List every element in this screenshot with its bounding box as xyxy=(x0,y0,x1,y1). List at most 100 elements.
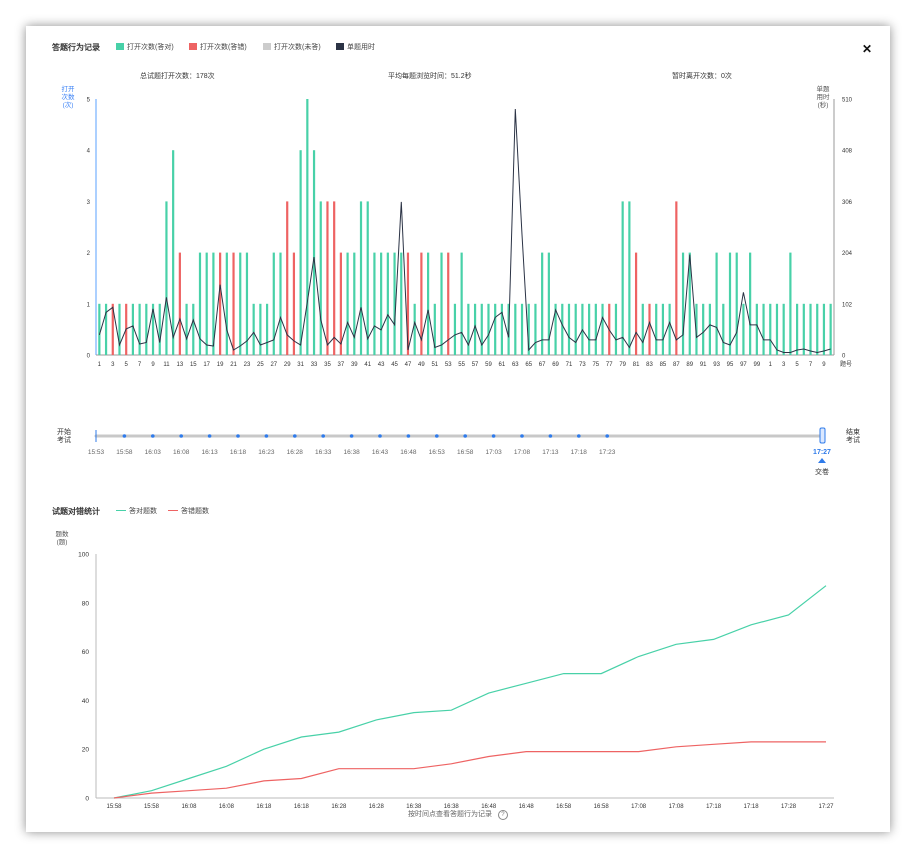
x-tick-label: 7 xyxy=(138,362,142,368)
x-tick-label: 5 xyxy=(795,362,799,368)
x-axis-name: 题号 xyxy=(840,361,852,368)
open-count-bar xyxy=(500,303,503,355)
legend-swatch xyxy=(116,43,124,50)
x-tick-label: 15:58 xyxy=(106,804,122,810)
x-tick-label: 21 xyxy=(230,362,237,368)
close-icon[interactable]: ✕ xyxy=(862,42,873,56)
open-count-bar xyxy=(373,252,376,355)
x-tick-label: 17:08 xyxy=(631,804,647,810)
open-count-bar xyxy=(755,303,758,355)
left-tick-label: 3 xyxy=(87,200,91,206)
x-tick-label: 16:58 xyxy=(594,804,610,810)
open-count-bar xyxy=(520,303,524,355)
open-count-bar xyxy=(614,303,618,355)
open-count-bar xyxy=(245,252,249,355)
x-tick-label: 41 xyxy=(364,362,371,368)
x-tick-label: 9 xyxy=(151,362,155,368)
open-count-bar xyxy=(306,99,309,355)
x-tick-label: 55 xyxy=(458,362,465,368)
open-count-bar xyxy=(239,252,242,355)
legend-item[interactable]: 打开次数(答对) xyxy=(116,42,174,52)
timeline-tick-label: 16:38 xyxy=(343,449,360,456)
timeline-end-handle xyxy=(819,427,826,444)
open-count-bar xyxy=(809,303,812,355)
open-count-bar xyxy=(440,252,443,355)
x-tick-label: 25 xyxy=(257,362,264,368)
open-count-bar xyxy=(715,252,718,355)
legend-item[interactable]: 答错题数 xyxy=(168,506,209,516)
x-tick-label: 79 xyxy=(619,362,626,368)
open-count-bar xyxy=(286,201,289,355)
open-count-bar xyxy=(393,252,396,355)
correctness-chart-title: 试题对错统计 xyxy=(52,507,100,516)
open-count-bar xyxy=(628,201,631,355)
open-count-bar xyxy=(259,303,262,355)
legend-label: 打开次数(答对) xyxy=(127,44,174,51)
open-count-bar xyxy=(561,303,564,355)
open-count-bar xyxy=(695,303,698,355)
x-tick-label: 17:08 xyxy=(669,804,685,810)
x-tick-label: 16:38 xyxy=(406,804,422,810)
y-tick-label: 0 xyxy=(85,796,89,803)
x-tick-label: 15 xyxy=(190,362,197,368)
timeline-point xyxy=(491,434,496,438)
legend-item[interactable]: 打开次数(未答) xyxy=(263,42,321,52)
x-tick-label: 59 xyxy=(485,362,492,368)
x-tick-label: 99 xyxy=(754,362,761,368)
timeline-point xyxy=(293,434,297,438)
legend-item[interactable]: 答对题数 xyxy=(116,506,157,516)
behavior-modal: 答题行为记录 打开次数(答对) 打开次数(答错) 打开次数(未答) 单题用时 ✕ 总试… xyxy=(26,26,890,832)
timeline-tick-label: 16:58 xyxy=(457,449,474,456)
x-tick-label: 9 xyxy=(822,362,826,368)
legend-item[interactable]: 打开次数(答错) xyxy=(189,42,247,52)
help-icon[interactable]: ? xyxy=(497,810,508,820)
x-tick-label: 43 xyxy=(378,362,385,368)
x-tick-label: 16:08 xyxy=(219,804,235,810)
correct-count-line xyxy=(113,585,827,799)
timeline-point xyxy=(321,434,326,438)
legend-label: 打开次数(答错) xyxy=(200,44,247,51)
open-count-bar xyxy=(722,303,725,355)
open-count-bar xyxy=(668,303,671,355)
open-count-bar xyxy=(567,303,571,355)
open-count-bar xyxy=(172,150,175,355)
x-tick-label: 5 xyxy=(125,362,129,368)
legend-swatch xyxy=(336,43,344,50)
timeline-tick-label: 17:03 xyxy=(485,449,502,456)
legend-swatch xyxy=(168,510,178,511)
timeline-point xyxy=(378,434,382,438)
x-tick-label: 85 xyxy=(660,362,667,368)
legend-item[interactable]: 单题用时 xyxy=(336,42,375,52)
x-tick-label: 49 xyxy=(418,362,425,368)
open-count-bar xyxy=(467,303,470,355)
open-count-bar xyxy=(473,303,477,355)
open-count-bar xyxy=(634,252,638,355)
timeline-tick-label: 15:53 xyxy=(88,449,105,456)
open-count-bar xyxy=(681,252,685,355)
open-count-bar xyxy=(749,252,752,355)
x-tick-label: 16:28 xyxy=(369,804,385,810)
right-axis-label: 用时 xyxy=(817,92,831,101)
open-count-bar xyxy=(494,303,497,355)
timeline-point xyxy=(264,434,269,438)
open-count-bar xyxy=(480,303,483,355)
timeline-tick-label: 16:23 xyxy=(258,449,275,456)
open-count-bar xyxy=(104,303,108,355)
open-count-bar xyxy=(312,150,316,355)
open-count-bar xyxy=(205,252,208,355)
x-tick-label: 33 xyxy=(311,362,318,368)
open-count-bar xyxy=(829,303,832,355)
y-tick-label: 20 xyxy=(82,747,90,754)
timeline-point xyxy=(151,434,155,438)
timeline-point xyxy=(605,434,609,438)
y-tick-label: 60 xyxy=(82,649,90,656)
timeline-end-time: 17:27 xyxy=(813,449,831,456)
open-count-bar xyxy=(708,303,711,355)
x-tick-label: 17:27 xyxy=(818,804,834,810)
open-count-bar xyxy=(728,252,732,355)
open-count-bar xyxy=(547,252,550,355)
open-count-bar xyxy=(219,252,222,355)
left-tick-label: 0 xyxy=(87,354,91,360)
open-count-bar xyxy=(131,303,134,355)
